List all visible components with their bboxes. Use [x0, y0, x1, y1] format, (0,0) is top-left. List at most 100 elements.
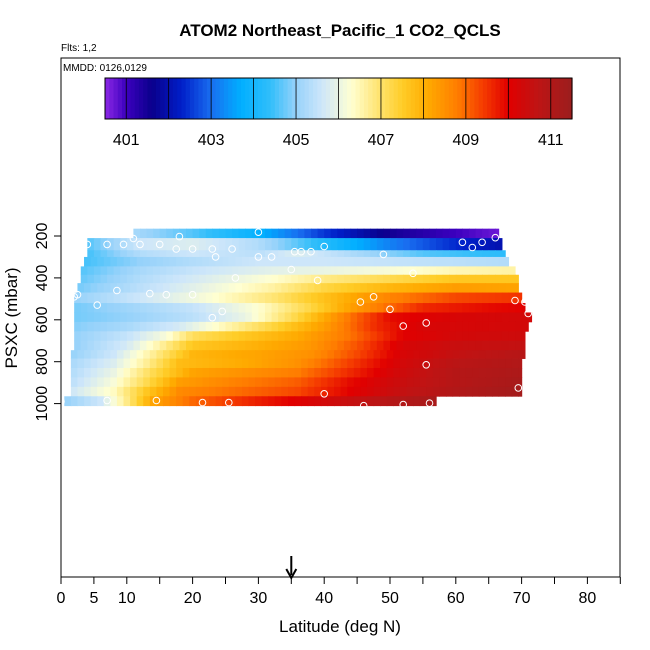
colorbar-swatch: [555, 78, 560, 119]
heatmap-cell: [330, 312, 338, 323]
heatmap-cell: [97, 377, 105, 388]
heatmap-cell: [209, 283, 217, 293]
heatmap-cell: [176, 358, 184, 369]
heatmap-cell: [192, 331, 200, 342]
heatmap-cell: [153, 321, 161, 332]
colorbar-swatch: [436, 78, 441, 119]
heatmap-cell: [386, 256, 394, 267]
heatmap-cell: [422, 321, 431, 332]
heatmap-cell: [130, 396, 138, 407]
observation-marker: [307, 247, 315, 256]
colorbar-swatch: [385, 78, 391, 119]
heatmap-cell: [396, 331, 404, 342]
observation-marker: [422, 319, 431, 327]
heatmap-cell: [281, 377, 289, 388]
heatmap-cell: [93, 266, 102, 276]
heatmap-cell: [327, 256, 335, 267]
flights-note: Flts: 1,2: [61, 43, 97, 54]
heatmap-cell: [212, 292, 220, 304]
chart-title: ATOM2 Northeast_Pacific_1 CO2_QCLS: [179, 21, 501, 40]
heatmap-cell: [107, 250, 115, 258]
heatmap-cell: [153, 340, 161, 351]
heatmap-cell: [416, 238, 424, 251]
heatmap-cell: [488, 292, 496, 304]
heatmap-cell: [363, 312, 371, 323]
observation-marker: [313, 276, 322, 285]
heatmap-cell: [179, 274, 187, 284]
heatmap-cell: [455, 303, 463, 313]
heatmap-cell: [436, 303, 444, 313]
heatmap-cell: [439, 358, 447, 369]
heatmap-cell: [498, 283, 506, 293]
heatmap-cell: [143, 386, 151, 397]
heatmap-cell: [264, 274, 273, 284]
heatmap-cell: [363, 292, 371, 304]
heatmap-cell: [436, 340, 444, 351]
heatmap-cell: [93, 250, 102, 258]
heatmap-cell: [327, 358, 335, 369]
heatmap-cell: [452, 358, 460, 369]
heatmap-cell: [274, 386, 283, 397]
heatmap-cell: [455, 292, 463, 304]
heatmap-cell: [498, 377, 506, 388]
heatmap-cell: [162, 396, 171, 407]
heatmap-cell: [166, 238, 174, 251]
colorbar-swatch: [202, 78, 208, 119]
heatmap-cell: [278, 340, 286, 351]
x-tick-label: 50: [381, 590, 399, 607]
heatmap-cell: [182, 367, 190, 378]
colorbar-swatch: [444, 78, 450, 119]
heatmap-cell: [186, 340, 194, 351]
heatmap-cell: [202, 396, 210, 407]
heatmap-cell: [205, 266, 213, 276]
heatmap-cell: [278, 266, 286, 276]
heatmap-cell: [248, 386, 256, 397]
colorbar-swatch: [130, 78, 136, 119]
heatmap-cell: [133, 331, 141, 342]
heatmap-cell: [182, 256, 190, 267]
heatmap-cell: [87, 340, 95, 351]
colorbar-swatch: [181, 78, 187, 119]
colorbar-swatch: [465, 78, 471, 119]
heatmap-cell: [406, 350, 414, 359]
heatmap-cell: [113, 266, 121, 276]
colorbar-swatch: [228, 78, 233, 119]
colorbar-swatch: [245, 78, 250, 119]
heatmap-cell: [357, 340, 365, 351]
heatmap-cell: [113, 238, 121, 251]
colorbar-swatch: [499, 78, 505, 119]
heatmap-cell: [491, 377, 500, 388]
heatmap-cell: [376, 331, 385, 342]
heatmap-cell: [123, 367, 131, 378]
heatmap-cell: [120, 331, 128, 342]
heatmap-cell: [452, 350, 460, 359]
heatmap-cell: [248, 283, 256, 293]
heatmap-cell: [225, 238, 233, 251]
heatmap-cell: [363, 340, 371, 351]
heatmap-cell: [103, 283, 111, 293]
heatmap-cell: [337, 303, 345, 313]
colorbar-swatch: [266, 78, 272, 119]
heatmap-cell: [468, 292, 477, 304]
heatmap-cell: [133, 303, 141, 313]
heatmap-cell: [396, 312, 404, 323]
heatmap-cell: [501, 331, 510, 342]
heatmap-cell: [268, 350, 276, 359]
heatmap-cell: [209, 256, 217, 267]
heatmap-cell: [396, 292, 404, 304]
heatmap-cell: [274, 358, 283, 369]
colorbar-swatch: [291, 78, 297, 119]
heatmap-cell: [390, 266, 398, 276]
heatmap-cell: [291, 321, 299, 332]
heatmap-cell: [291, 340, 299, 351]
heatmap-cell: [429, 266, 437, 276]
heatmap-cell: [327, 283, 335, 293]
heatmap-cell: [327, 350, 335, 359]
heatmap-cell: [468, 228, 477, 239]
heatmap-cell: [511, 367, 519, 378]
heatmap-cell: [100, 266, 108, 276]
colorbar-swatch: [240, 78, 246, 119]
observation-marker: [146, 289, 154, 298]
heatmap-cell: [113, 340, 121, 351]
colorbar-swatch: [151, 78, 157, 119]
